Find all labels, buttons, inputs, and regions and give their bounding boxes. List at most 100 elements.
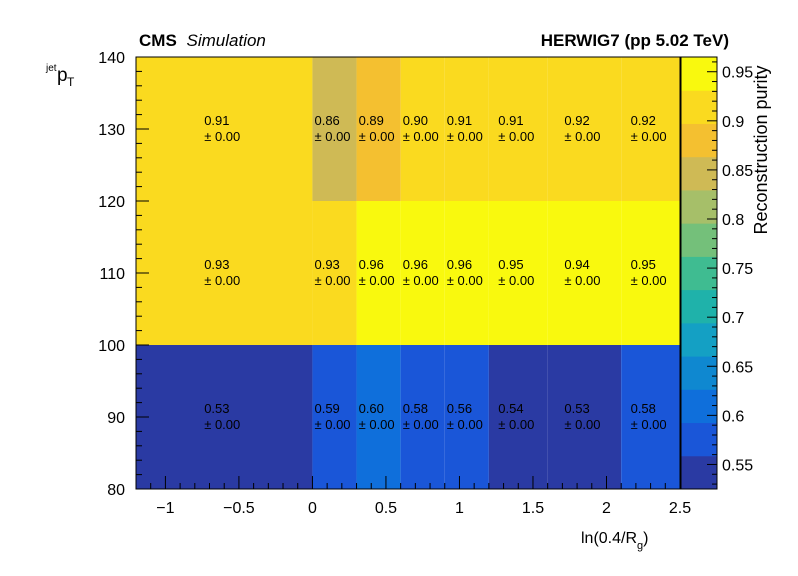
- x-axis-title-close: ): [643, 530, 648, 547]
- heatmap-cell: [400, 201, 445, 345]
- color-scale-band: [681, 322, 717, 357]
- color-scale-tick-label: 0.65: [722, 359, 753, 376]
- cell-error-label: ± 0.00: [498, 273, 534, 288]
- cell-value-label: 0.94: [564, 257, 589, 272]
- x-tick-label: −1: [156, 500, 174, 517]
- cell-value-label: 0.93: [314, 257, 339, 272]
- cell-value-label: 0.96: [447, 257, 472, 272]
- y-tick-label: 120: [98, 194, 125, 211]
- color-scale-band: [681, 256, 717, 291]
- heatmap-cell: [136, 201, 313, 345]
- cell-error-label: ± 0.00: [359, 417, 395, 432]
- y-tick-label: 100: [98, 338, 125, 355]
- x-axis-title: ln(0.4/Rg): [581, 530, 648, 552]
- experiment-note: Simulation: [187, 31, 266, 50]
- cell-value-label: 0.92: [631, 113, 656, 128]
- cell-value-label: 0.53: [204, 401, 229, 416]
- cell-error-label: ± 0.00: [631, 273, 667, 288]
- cell-value-label: 0.91: [447, 113, 472, 128]
- heatmap-cell: [621, 201, 680, 345]
- color-scale-tick-label: 0.7: [722, 310, 744, 327]
- color-scale-band: [681, 422, 717, 457]
- color-scale-tick-label: 0.9: [722, 114, 744, 131]
- color-scale-tick-label: 0.95: [722, 65, 753, 82]
- x-tick-label: 0: [308, 500, 317, 517]
- cell-error-label: ± 0.00: [498, 417, 534, 432]
- heatmap-cell: [547, 201, 622, 345]
- color-scale-tick-label: 0.55: [722, 457, 753, 474]
- cell-error-label: ± 0.00: [359, 129, 395, 144]
- x-tick-label: 1.5: [522, 500, 544, 517]
- color-scale-band: [681, 156, 717, 191]
- color-scale-tick-label: 0.85: [722, 163, 753, 180]
- y-axis-title-sup: jet: [45, 63, 57, 74]
- heatmap-cell: [444, 345, 489, 489]
- color-scale-band: [681, 189, 717, 224]
- y-axis-title-main: p: [57, 65, 68, 86]
- color-scale: 0.55 0.6 0.65 0.7 0.75 0.8 0.85 0.9 0.95: [680, 56, 753, 490]
- x-tick-label: 0.5: [375, 500, 397, 517]
- x-tick-label: 2.5: [669, 500, 691, 517]
- experiment-label: CMS Simulation: [139, 31, 266, 50]
- y-axis-title-sub: T: [67, 75, 75, 89]
- cell-value-label: 0.58: [631, 401, 656, 416]
- color-scale-band: [681, 123, 717, 158]
- cell-value-label: 0.96: [359, 257, 384, 272]
- cell-error-label: ± 0.00: [564, 417, 600, 432]
- cell-error-label: ± 0.00: [564, 273, 600, 288]
- heatmap-cell: [356, 57, 401, 201]
- heatmap-cell: [312, 57, 357, 201]
- heatmap-cells: [136, 57, 680, 489]
- cell-error-label: ± 0.00: [314, 417, 350, 432]
- heatmap-cell: [488, 57, 548, 201]
- heatmap-cell: [621, 57, 680, 201]
- heatmap-cell: [547, 345, 622, 489]
- cell-value-label: 0.95: [498, 257, 523, 272]
- cell-value-label: 0.53: [564, 401, 589, 416]
- color-scale-band: [681, 356, 717, 390]
- cell-error-label: ± 0.00: [631, 417, 667, 432]
- cell-error-label: ± 0.00: [314, 129, 350, 144]
- cell-error-label: ± 0.00: [204, 273, 240, 288]
- cell-error-label: ± 0.00: [403, 273, 439, 288]
- cell-value-label: 0.89: [359, 113, 384, 128]
- y-tick-label: 90: [107, 410, 125, 427]
- cell-value-labels: 0.53± 0.000.59± 0.000.60± 0.000.58± 0.00…: [204, 113, 666, 432]
- heatmap-cell: [621, 345, 680, 489]
- color-scale-band: [681, 90, 717, 124]
- heatmap-cell: [312, 345, 357, 489]
- color-scale-title: Reconstruction purity: [751, 65, 771, 234]
- heatmap-cell: [356, 345, 401, 489]
- cell-value-label: 0.93: [204, 257, 229, 272]
- cell-value-label: 0.91: [204, 113, 229, 128]
- cell-value-label: 0.95: [631, 257, 656, 272]
- y-tick-label: 140: [98, 50, 125, 67]
- heatmap-cell: [400, 57, 445, 201]
- color-scale-tick-label: 0.6: [722, 408, 744, 425]
- cell-value-label: 0.92: [564, 113, 589, 128]
- color-scale-band: [681, 455, 717, 490]
- cell-value-label: 0.86: [314, 113, 339, 128]
- cell-value-label: 0.59: [314, 401, 339, 416]
- cell-error-label: ± 0.00: [447, 273, 483, 288]
- color-scale-band: [681, 223, 717, 257]
- cell-error-label: ± 0.00: [498, 129, 534, 144]
- cell-error-label: ± 0.00: [447, 129, 483, 144]
- cell-error-label: ± 0.00: [403, 129, 439, 144]
- color-scale-band: [681, 289, 717, 324]
- heatmap-cell: [547, 57, 622, 201]
- heatmap-cell: [488, 345, 548, 489]
- cell-value-label: 0.60: [359, 401, 384, 416]
- heatmap-cell: [136, 345, 313, 489]
- x-axis-title-main: ln(0.4/R: [581, 530, 637, 547]
- heatmap-cell: [444, 57, 489, 201]
- y-tick-label: 130: [98, 122, 125, 139]
- cell-value-label: 0.90: [403, 113, 428, 128]
- color-scale-frame: [680, 56, 718, 490]
- generator-label: HERWIG7 (pp 5.02 TeV): [541, 31, 729, 50]
- x-tick-label: −0.5: [223, 500, 255, 517]
- cell-value-label: 0.54: [498, 401, 523, 416]
- color-scale-band: [681, 389, 717, 424]
